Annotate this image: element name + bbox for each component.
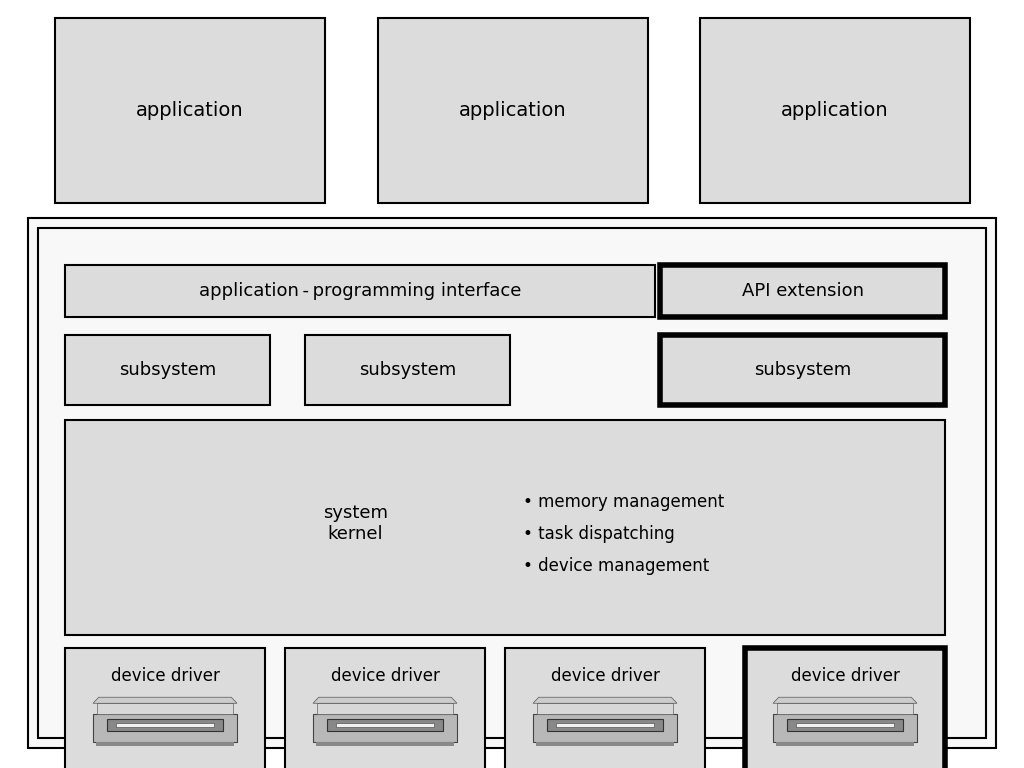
Polygon shape bbox=[773, 697, 918, 703]
Bar bbox=[773, 714, 918, 742]
Bar bbox=[536, 742, 674, 746]
Bar bbox=[378, 18, 648, 203]
Bar bbox=[305, 335, 510, 405]
Bar bbox=[65, 335, 270, 405]
Bar bbox=[65, 648, 265, 768]
Text: application: application bbox=[459, 101, 567, 120]
Bar bbox=[777, 703, 912, 714]
Text: • device management: • device management bbox=[522, 558, 709, 575]
Text: subsystem: subsystem bbox=[754, 361, 851, 379]
Text: application - programming interface: application - programming interface bbox=[199, 282, 521, 300]
Bar bbox=[38, 228, 986, 738]
Bar bbox=[55, 18, 325, 203]
Bar bbox=[328, 719, 442, 731]
Bar bbox=[108, 719, 222, 731]
Bar bbox=[315, 742, 454, 746]
Bar bbox=[317, 703, 453, 714]
Text: application: application bbox=[136, 101, 244, 120]
Text: • memory management: • memory management bbox=[522, 493, 724, 511]
Bar bbox=[538, 703, 673, 714]
Polygon shape bbox=[313, 697, 457, 703]
Bar bbox=[776, 742, 914, 746]
Text: • task dispatching: • task dispatching bbox=[522, 525, 675, 543]
Bar bbox=[700, 18, 970, 203]
Text: device driver: device driver bbox=[791, 667, 899, 686]
Text: subsystem: subsystem bbox=[119, 361, 216, 379]
Bar bbox=[65, 265, 655, 317]
Bar bbox=[556, 723, 654, 727]
Bar bbox=[787, 719, 902, 731]
Text: API extension: API extension bbox=[741, 282, 863, 300]
Text: device driver: device driver bbox=[111, 667, 219, 686]
Bar bbox=[745, 648, 945, 768]
Bar bbox=[534, 714, 677, 742]
Text: device driver: device driver bbox=[551, 667, 659, 686]
Bar bbox=[313, 714, 457, 742]
Bar bbox=[97, 703, 232, 714]
Polygon shape bbox=[93, 697, 237, 703]
Bar bbox=[96, 742, 234, 746]
Bar bbox=[548, 719, 663, 731]
Bar bbox=[28, 218, 996, 748]
Text: system
kernel: system kernel bbox=[323, 504, 388, 543]
Polygon shape bbox=[534, 697, 677, 703]
Bar bbox=[65, 420, 945, 635]
Bar bbox=[660, 265, 945, 317]
Bar bbox=[285, 648, 485, 768]
Text: device driver: device driver bbox=[331, 667, 439, 686]
Bar bbox=[336, 723, 434, 727]
Bar bbox=[116, 723, 214, 727]
Bar bbox=[505, 648, 705, 768]
Text: subsystem: subsystem bbox=[358, 361, 456, 379]
Bar bbox=[93, 714, 237, 742]
Text: application: application bbox=[781, 101, 889, 120]
Bar bbox=[796, 723, 894, 727]
Bar bbox=[660, 335, 945, 405]
